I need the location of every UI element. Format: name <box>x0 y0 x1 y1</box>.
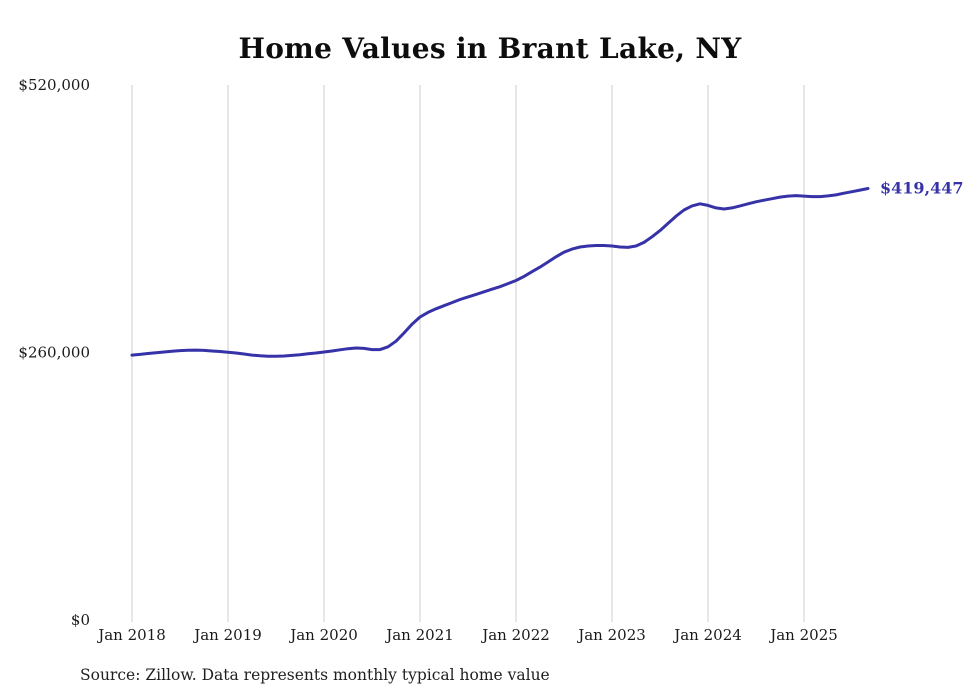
x-axis-label: Jan 2025 <box>768 626 838 644</box>
source-note: Source: Zillow. Data represents monthly … <box>80 666 550 684</box>
chart-title: Home Values in Brant Lake, NY <box>238 32 742 65</box>
latest-value-label: $419,447 <box>880 178 964 197</box>
y-axis-label: $0 <box>71 611 90 629</box>
x-axis-label: Jan 2018 <box>96 626 166 644</box>
x-axis-label: Jan 2024 <box>672 626 742 644</box>
y-axis-label: $520,000 <box>18 76 90 94</box>
x-axis-label: Jan 2022 <box>480 626 550 644</box>
x-axis-label: Jan 2021 <box>384 626 454 644</box>
home-value-line <box>130 187 870 358</box>
x-axis-label: Jan 2023 <box>576 626 646 644</box>
x-axis-label: Jan 2020 <box>288 626 358 644</box>
y-axis-label: $260,000 <box>18 344 90 362</box>
x-axis-label: Jan 2019 <box>192 626 262 644</box>
